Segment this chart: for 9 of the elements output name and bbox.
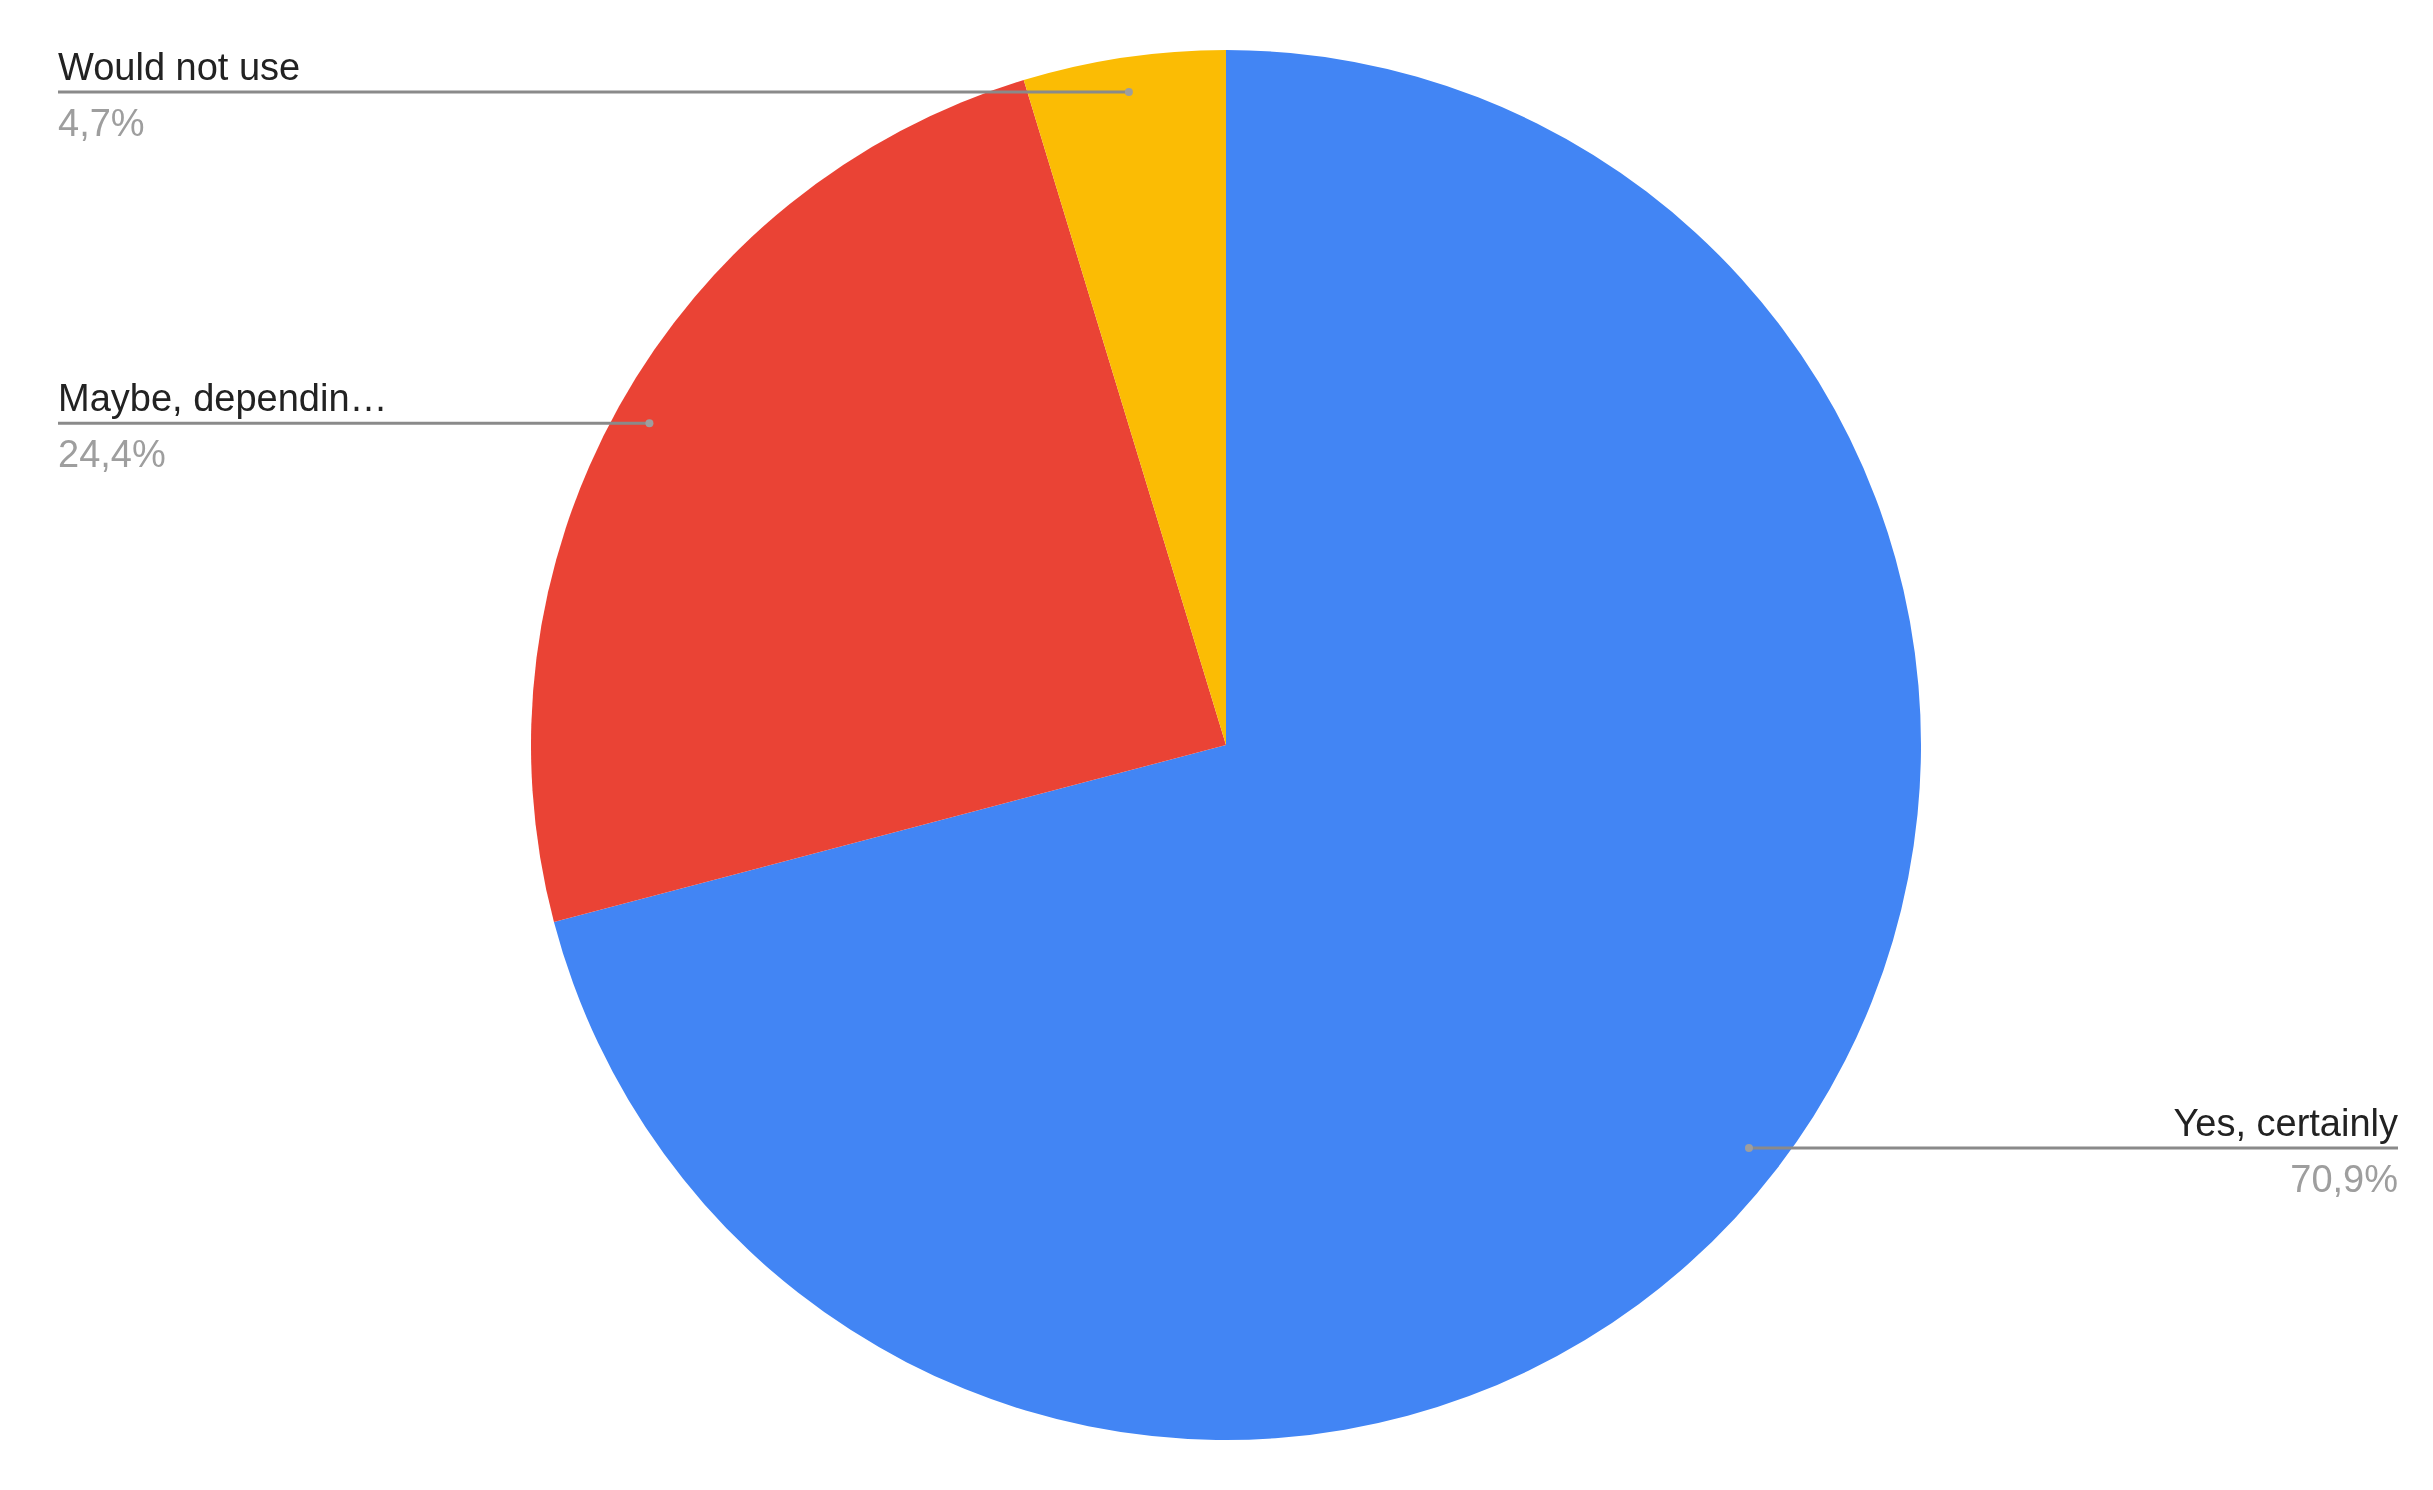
data-label: 24,4% [58, 433, 166, 476]
slice-label: Yes, certainly [2173, 1102, 2398, 1145]
slice-label: Would not use [58, 45, 301, 88]
data-label: 4,7% [58, 101, 145, 144]
pie-slice [1023, 50, 1226, 745]
slice-label: Maybe, dependin… [58, 377, 388, 420]
pie-slice [531, 80, 1226, 923]
data-label: 70,9% [2290, 1158, 2398, 1201]
pie-slice [553, 50, 1921, 1440]
